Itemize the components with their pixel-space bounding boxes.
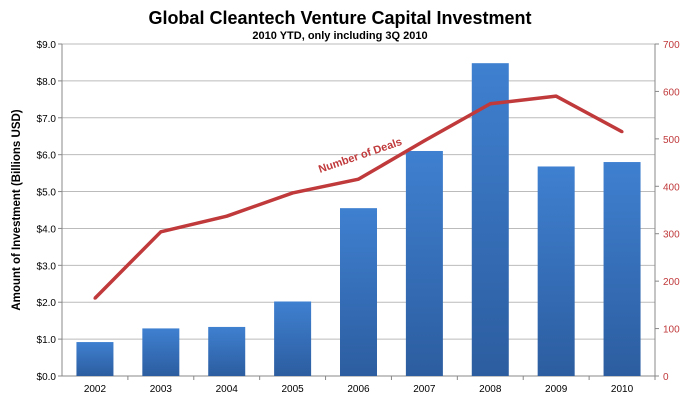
x-tick-label: 2003 [150, 384, 173, 395]
y-tick-label: $0.0 [37, 372, 57, 383]
y2-tick-label: 0 [663, 372, 669, 383]
y-tick-label: $6.0 [37, 151, 57, 162]
y-tick-label: $2.0 [37, 298, 57, 309]
x-tick-label: 2009 [545, 384, 568, 395]
chart-subtitle: 2010 YTD, only including 3Q 2010 [252, 30, 427, 42]
bar [405, 150, 443, 376]
deals-point [620, 130, 624, 134]
deals-point [93, 296, 97, 300]
bar [208, 326, 246, 376]
y-tick-label: $7.0 [37, 114, 57, 125]
bar [274, 301, 312, 376]
x-tick-label: 2008 [479, 384, 502, 395]
y2-tick-label: 100 [663, 325, 680, 336]
y-tick-label: $9.0 [37, 40, 57, 51]
x-tick-label: 2006 [347, 384, 370, 395]
deals-point [159, 230, 163, 234]
x-tick-label: 2004 [216, 384, 239, 395]
x-tick-label: 2007 [413, 384, 436, 395]
deals-point [357, 177, 360, 181]
chart-title: Global Cleantech Venture Capital Investm… [148, 8, 531, 28]
y-tick-label: $3.0 [37, 261, 57, 272]
y2-tick-label: 400 [663, 182, 680, 193]
y-tick-label: $4.0 [37, 224, 57, 235]
y-axis-label: Amount of Investment (Billions USD) [11, 109, 23, 310]
x-tick-label: 2010 [611, 384, 634, 395]
y2-tick-label: 500 [663, 135, 680, 146]
x-tick-label: 2002 [84, 384, 107, 395]
deals-point [291, 191, 295, 195]
y2-tick-label: 300 [663, 230, 680, 241]
y-tick-label: $5.0 [37, 188, 57, 199]
deals-point [488, 102, 492, 106]
x-tick-label: 2005 [281, 384, 304, 395]
y2-tick-label: 700 [663, 40, 680, 51]
y-tick-label: $8.0 [37, 77, 57, 88]
deals-point [554, 94, 558, 98]
y2-tick-label: 200 [663, 277, 680, 288]
line-series-label: Number of Deals [317, 136, 404, 176]
y-tick-label: $1.0 [37, 335, 57, 346]
bar [340, 208, 377, 376]
bar [76, 342, 114, 376]
bar [603, 162, 641, 376]
deals-point [422, 139, 426, 143]
bar [537, 166, 575, 376]
y2-tick-label: 600 [663, 87, 680, 98]
deals-point [225, 214, 229, 218]
bar [142, 328, 180, 376]
bar [471, 63, 509, 376]
